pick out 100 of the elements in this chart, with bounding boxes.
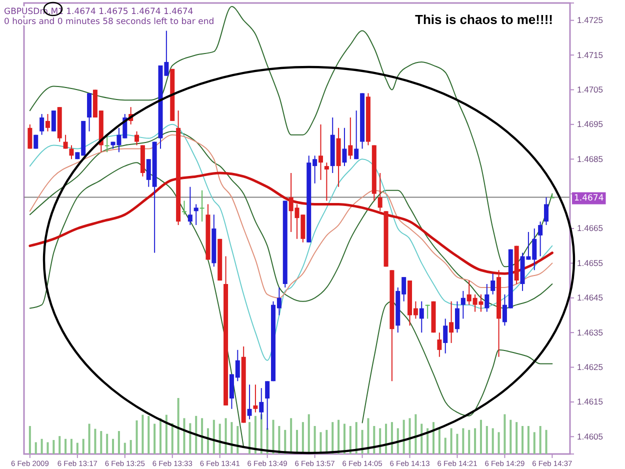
bar (272, 420, 274, 454)
candlestick (419, 300, 424, 334)
y-tick-label: 1.4705 (577, 84, 604, 94)
candlestick (200, 190, 204, 222)
bar (326, 430, 328, 454)
bar (100, 431, 102, 454)
bar (52, 440, 55, 454)
bar (332, 422, 334, 454)
candlestick (378, 172, 382, 212)
bar (88, 424, 90, 454)
bar (533, 432, 536, 454)
ref-line-label: 1.4674 (574, 193, 604, 204)
y-tick-label: 1.4615 (577, 396, 604, 407)
bar (385, 424, 388, 454)
candlestick (348, 116, 353, 160)
bar (539, 426, 542, 454)
bar (218, 424, 221, 454)
y-tick-label: 1.4715 (577, 50, 604, 60)
bar (183, 418, 186, 454)
candlestick (28, 124, 32, 150)
y-tick-label: 1.4635 (577, 327, 604, 338)
candlestick (40, 114, 44, 136)
bar (165, 414, 168, 454)
bar (468, 430, 470, 454)
bar (545, 430, 548, 454)
bar (284, 430, 286, 454)
bar (230, 422, 233, 454)
bar (402, 420, 405, 454)
candlestick (490, 273, 496, 295)
y-tick-label: 1.4665 (577, 223, 604, 234)
candlestick (437, 332, 442, 358)
candlestick (318, 124, 323, 180)
bar (28, 426, 31, 454)
bar (396, 428, 399, 454)
bar (498, 432, 500, 454)
bar (432, 422, 434, 454)
bar (40, 438, 43, 454)
bar (462, 428, 464, 454)
candlestick (69, 144, 74, 160)
y-tick-label: 1.4645 (577, 292, 604, 303)
y-tick-label: 1.4655 (577, 258, 604, 268)
bar (504, 414, 506, 454)
candlestick (538, 221, 543, 257)
y-tick-label: 1.4625 (577, 362, 604, 372)
bar (118, 431, 120, 454)
bar (236, 426, 239, 454)
bar (343, 424, 346, 454)
bar (142, 414, 144, 454)
bar (314, 426, 316, 454)
bar (349, 426, 352, 454)
bar (516, 422, 518, 454)
bar (522, 426, 524, 454)
bar (390, 422, 393, 454)
bar (70, 438, 72, 454)
candlestick (253, 384, 258, 413)
bar (361, 430, 364, 454)
bar (290, 418, 292, 454)
candlestick (443, 318, 448, 354)
bar (456, 434, 458, 454)
bar (160, 418, 162, 454)
candlestick (484, 284, 490, 312)
candlestick (550, 193, 554, 198)
bar (486, 426, 488, 454)
bar (426, 428, 429, 454)
bar (206, 428, 209, 454)
candlestick (188, 186, 192, 226)
bar (58, 436, 61, 454)
bar (177, 398, 180, 454)
bar (224, 418, 227, 454)
bar (136, 420, 138, 454)
bar (112, 438, 114, 454)
bar (438, 428, 440, 454)
bar (64, 438, 67, 454)
y-tick-label: 1.4695 (577, 119, 604, 130)
bar (248, 422, 251, 454)
line-series (28, 172, 554, 275)
bar (373, 426, 376, 454)
bar (527, 426, 530, 454)
bar (201, 418, 204, 454)
candlestick (454, 300, 460, 334)
candlestick (51, 110, 56, 132)
bar (82, 438, 84, 454)
text: This is chaos to me!!!! (415, 12, 553, 27)
bar (189, 423, 192, 454)
bar (154, 424, 156, 454)
y-tick-label: 1.4725 (577, 15, 604, 26)
bar (308, 414, 310, 454)
bar (302, 422, 304, 454)
bar (408, 418, 411, 454)
candlestick (45, 114, 50, 132)
bar (195, 416, 198, 454)
bar (492, 428, 494, 454)
bar (171, 423, 174, 454)
bar (480, 420, 482, 454)
candlestick (63, 134, 68, 150)
y-tick-label: 1.4685 (577, 154, 604, 164)
y-tick-label: 1.4605 (577, 431, 604, 442)
bar (355, 422, 358, 454)
bar (46, 442, 49, 454)
candlestick (449, 300, 454, 344)
